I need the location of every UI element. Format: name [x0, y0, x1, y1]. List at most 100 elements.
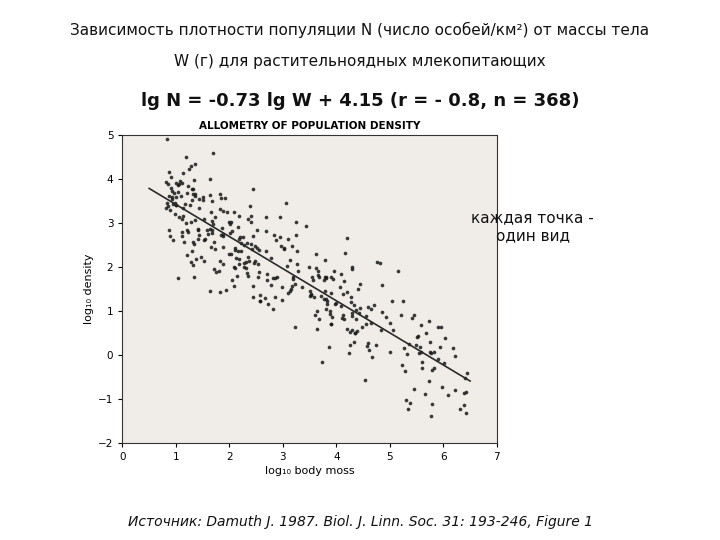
Point — [366, 353, 378, 362]
Point — [244, 202, 256, 211]
Point — [242, 272, 253, 280]
Point — [446, 344, 458, 353]
Point — [217, 259, 228, 268]
Point — [246, 218, 257, 226]
Point — [304, 287, 315, 296]
Point — [325, 306, 336, 315]
Point — [186, 261, 198, 269]
Point — [351, 327, 362, 335]
Point — [187, 185, 199, 193]
Point — [194, 204, 205, 213]
Point — [169, 210, 181, 219]
Point — [292, 247, 303, 255]
Point — [179, 199, 191, 208]
Point — [174, 177, 186, 186]
Point — [171, 193, 182, 201]
Point — [458, 400, 469, 409]
Point — [238, 240, 250, 249]
Point — [209, 245, 220, 254]
Point — [356, 323, 368, 332]
Point — [249, 242, 261, 251]
Point — [249, 257, 261, 266]
Point — [416, 363, 428, 372]
Point — [396, 360, 408, 369]
Point — [413, 348, 425, 357]
Point — [225, 219, 236, 228]
Point — [282, 234, 293, 243]
Point — [289, 323, 301, 332]
Point — [215, 190, 226, 199]
Point — [176, 227, 188, 236]
Point — [323, 342, 334, 351]
Point — [229, 207, 240, 216]
Point — [205, 242, 217, 251]
Point — [428, 348, 439, 356]
Point — [225, 250, 237, 259]
Point — [423, 317, 434, 326]
Point — [207, 220, 218, 228]
Point — [186, 185, 197, 193]
Point — [176, 178, 188, 187]
Point — [235, 247, 247, 256]
Point — [246, 240, 257, 248]
Point — [325, 289, 336, 298]
Point — [186, 247, 197, 255]
Point — [243, 256, 255, 265]
Point — [320, 273, 331, 281]
Point — [233, 235, 245, 244]
Point — [168, 200, 179, 208]
Point — [261, 275, 272, 284]
Point — [160, 204, 171, 212]
Point — [268, 305, 279, 314]
Point — [426, 366, 438, 374]
Point — [460, 387, 472, 396]
Point — [254, 297, 266, 306]
Title: ALLOMETRY OF POPULATION DENSITY: ALLOMETRY OF POPULATION DENSITY — [199, 122, 420, 131]
Point — [247, 293, 258, 301]
Point — [460, 409, 472, 417]
Point — [274, 233, 286, 241]
Point — [341, 288, 353, 296]
Point — [328, 275, 339, 284]
Point — [189, 215, 200, 224]
Point — [380, 312, 392, 321]
Point — [376, 307, 387, 316]
Point — [162, 202, 174, 211]
Point — [163, 180, 174, 188]
Point — [408, 384, 420, 393]
Point — [204, 287, 215, 295]
Point — [238, 263, 249, 272]
Point — [334, 283, 346, 292]
Point — [428, 364, 439, 373]
Point — [202, 230, 214, 238]
Point — [415, 347, 427, 356]
Point — [338, 277, 350, 286]
Point — [354, 280, 366, 288]
Point — [266, 281, 277, 289]
Point — [419, 390, 431, 399]
Point — [188, 176, 199, 184]
Point — [178, 212, 189, 220]
Point — [365, 319, 377, 327]
Point — [233, 254, 244, 263]
Point — [433, 355, 444, 364]
Point — [424, 348, 436, 356]
Point — [362, 302, 374, 311]
Point — [181, 189, 193, 198]
Point — [189, 272, 200, 281]
Point — [265, 254, 276, 262]
Point — [175, 191, 186, 200]
Point — [325, 320, 336, 328]
Point — [248, 231, 259, 240]
Point — [284, 255, 296, 264]
Point — [392, 266, 403, 275]
Point — [223, 250, 235, 259]
Point — [395, 310, 407, 319]
Point — [300, 221, 312, 230]
Point — [217, 230, 228, 239]
Point — [415, 321, 427, 329]
Point — [337, 290, 348, 299]
Point — [310, 264, 321, 272]
Point — [206, 208, 217, 217]
Text: каждая точка -
один вид: каждая точка - один вид — [472, 211, 594, 243]
